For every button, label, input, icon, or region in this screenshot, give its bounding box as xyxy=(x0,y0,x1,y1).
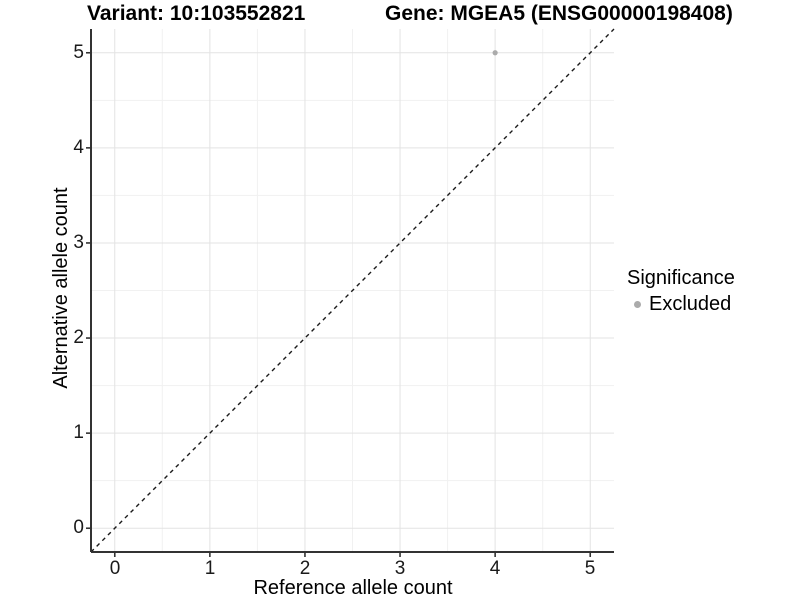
y-tick-label: 3 xyxy=(73,232,84,253)
y-tick-label: 1 xyxy=(73,422,84,443)
gene-title: Gene: MGEA5 (ENSG00000198408) xyxy=(385,2,733,25)
legend-title: Significance xyxy=(627,267,735,289)
y-tick-label: 5 xyxy=(73,42,84,63)
y-tick-label: 4 xyxy=(73,137,84,158)
variant-title: Variant: 10:103552821 xyxy=(87,2,306,25)
x-tick-label: 4 xyxy=(489,558,501,579)
x-tick-label: 3 xyxy=(394,558,406,579)
x-tick-label: 2 xyxy=(299,558,311,579)
x-tick-label: 1 xyxy=(204,558,216,579)
x-axis-label: Reference allele count xyxy=(253,577,453,599)
legend-entry-label: Excluded xyxy=(649,293,732,315)
y-axis-label: Alternative allele count xyxy=(50,187,72,389)
y-tick-label: 0 xyxy=(73,517,84,538)
x-tick-label: 5 xyxy=(584,558,596,579)
legend: Significance Excluded xyxy=(627,265,735,317)
legend-entry-excluded: Excluded xyxy=(634,291,735,317)
x-tick-label: 0 xyxy=(109,558,121,579)
y-tick-label: 2 xyxy=(73,327,84,348)
excluded-marker-icon xyxy=(634,300,641,308)
